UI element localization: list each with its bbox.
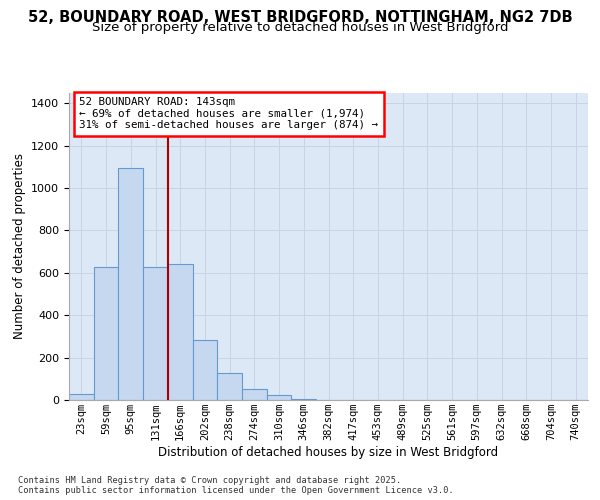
Bar (242, 390, 267, 400)
Bar (267, 394, 292, 400)
Text: Contains HM Land Registry data © Crown copyright and database right 2025.
Contai: Contains HM Land Registry data © Crown c… (18, 476, 454, 495)
Bar (217, 374, 242, 400)
Text: Size of property relative to detached houses in West Bridgford: Size of property relative to detached ho… (92, 22, 508, 35)
Text: 52, BOUNDARY ROAD, WEST BRIDGFORD, NOTTINGHAM, NG2 7DB: 52, BOUNDARY ROAD, WEST BRIDGFORD, NOTTI… (28, 10, 572, 25)
Bar (168, 264, 193, 400)
Bar (193, 340, 217, 400)
Bar (118, 168, 143, 400)
X-axis label: Distribution of detached houses by size in West Bridgford: Distribution of detached houses by size … (158, 446, 499, 459)
Bar (69, 394, 94, 400)
Bar (292, 399, 316, 400)
Bar (94, 268, 118, 400)
Bar (143, 268, 168, 400)
Text: 52 BOUNDARY ROAD: 143sqm
← 69% of detached houses are smaller (1,974)
31% of sem: 52 BOUNDARY ROAD: 143sqm ← 69% of detach… (79, 97, 379, 130)
Y-axis label: Number of detached properties: Number of detached properties (13, 153, 26, 339)
